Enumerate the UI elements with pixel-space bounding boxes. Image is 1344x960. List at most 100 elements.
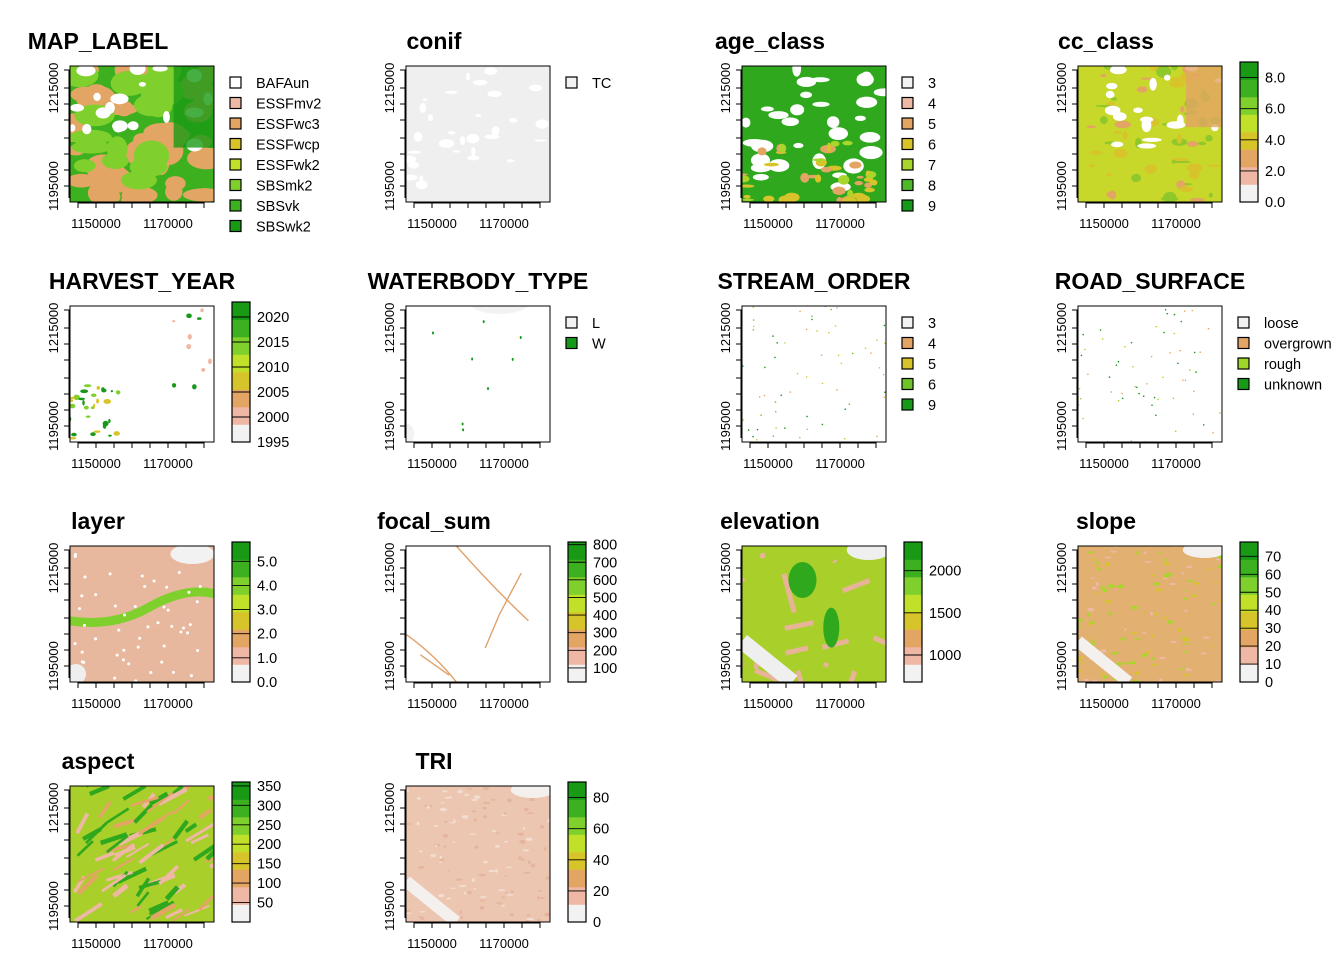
legend-label: 3 <box>928 316 936 332</box>
map-frame <box>405 785 551 923</box>
colorbar-segment <box>232 629 250 648</box>
colorbar-tick-label: 0.0 <box>257 675 277 691</box>
colorbar-frame <box>567 541 587 683</box>
x-tick-label: 1150000 <box>743 216 793 231</box>
legend: loose overgrown rough unknown <box>1237 316 1332 394</box>
legend-label: 9 <box>928 398 936 414</box>
colorbar-segment <box>904 559 922 578</box>
legend: LW <box>565 316 606 353</box>
legend-swatch <box>901 158 914 171</box>
colorbar-segment <box>1240 559 1258 578</box>
colorbar-tick-label: 20 <box>1265 639 1281 655</box>
map-frame <box>741 305 887 443</box>
y-tick-label: 1195000 <box>1054 161 1069 211</box>
colorbar-segment <box>1240 149 1258 168</box>
colorbar-segment <box>232 852 250 870</box>
x-tick-label: 1170000 <box>1151 696 1201 711</box>
panel-title: TRI <box>415 748 453 774</box>
legend-label: ESSFwk2 <box>256 158 320 174</box>
panel-title: HARVEST_YEAR <box>48 268 236 294</box>
panel-title: age_class <box>715 28 825 54</box>
y-tick-label: 1195000 <box>382 161 397 211</box>
colorbar-segment <box>904 542 922 560</box>
map-panel-waterbody-type: WATERBODY_TYPE 1150000 1170000 1215000 11950… <box>336 240 672 480</box>
map-frame <box>741 65 887 203</box>
colorbar-segment <box>232 337 250 355</box>
colorbar-tick-label: 800 <box>593 538 617 554</box>
x-tick-label: 1150000 <box>743 696 793 711</box>
map-panel-age-class: age_class 1150000 1170000 1215000 1195000 3 4 5… <box>672 0 1008 240</box>
colorbar-segment <box>232 612 250 630</box>
colorbar-segment <box>1240 114 1258 133</box>
colorbar-segment <box>1240 542 1258 560</box>
legend-swatch <box>1237 377 1250 391</box>
colorbar-tick-label: 40 <box>593 853 609 869</box>
colorbar-segment <box>1240 612 1258 630</box>
colorbar-segment <box>232 407 250 425</box>
x-tick-label: 1170000 <box>479 456 529 471</box>
legend: TC <box>565 76 611 92</box>
panel-title: focal_sum <box>377 508 491 534</box>
colorbar-segment <box>232 799 250 818</box>
map-plot: 1150000 1170000 1215000 1195000 1995 2000 2005… <box>46 301 289 471</box>
x-tick-label: 1170000 <box>815 456 865 471</box>
legend-label: 9 <box>928 199 936 215</box>
colorbar-segment <box>232 577 250 595</box>
y-tick-label: 1195000 <box>46 401 61 451</box>
legend: 1000 1500 2000 <box>903 541 961 683</box>
map-panel-slope: slope 1150000 1170000 1215000 1195000 0 10 20 30… <box>1008 480 1344 720</box>
raster-image <box>406 546 550 682</box>
colorbar-segment <box>568 612 586 630</box>
legend-swatch <box>901 96 914 110</box>
legend-label: 7 <box>928 158 936 174</box>
y-tick-label: 1215000 <box>46 543 61 594</box>
x-tick-label: 1170000 <box>143 216 193 231</box>
colorbar-tick-label: 600 <box>593 573 617 589</box>
colorbar-tick-label: 250 <box>257 818 281 834</box>
colorbar-tick-label: 2.0 <box>1265 164 1285 180</box>
map-frame <box>405 305 551 443</box>
panel-title: layer <box>71 508 125 534</box>
legend-label: 6 <box>928 138 936 154</box>
colorbar-tick-label: 300 <box>593 626 617 642</box>
map-panel-map-label: MAP_LABEL 1150000 1170000 1215000 1195000 BAF… <box>0 0 336 240</box>
y-tick-label: 1215000 <box>382 543 397 594</box>
legend-label: 4 <box>928 97 936 113</box>
map-panel-layer: layer 1150000 1170000 1215000 1195000 0.0 1.0 2… <box>0 480 336 720</box>
colorbar-tick-label: 2000 <box>257 410 289 426</box>
map-frame <box>69 785 215 923</box>
colorbar-segment <box>904 647 922 665</box>
colorbar-segment <box>568 869 586 888</box>
raster-image <box>1078 306 1222 442</box>
map-panel-harvest-year: HARVEST_YEAR 1150000 1170000 1215000 1195000… <box>0 240 336 480</box>
colorbar-segment <box>232 372 250 390</box>
colorbar-segment <box>568 647 586 665</box>
legend-label: ESSFwc3 <box>256 117 320 133</box>
colorbar-tick-label: 70 <box>1265 549 1281 565</box>
legend: BAFAun ESSFmv2 ESSFwc3 ESSFwcp ESSFwk2 SBSmk2… <box>229 76 321 236</box>
raster-image <box>70 786 214 922</box>
colorbar-segment <box>232 594 250 613</box>
legend: 0.0 1.0 2.0 3.0 4.0 5.0 <box>231 541 277 691</box>
raster-image <box>1078 546 1222 682</box>
y-tick-label: 1215000 <box>382 783 397 834</box>
map-plot: 1150000 1170000 1215000 1195000 loose overgro… <box>1054 303 1332 471</box>
x-tick-label: 1150000 <box>407 456 457 471</box>
legend-swatch <box>229 117 242 130</box>
colorbar-segment <box>232 869 250 888</box>
x-tick-label: 1170000 <box>143 696 193 711</box>
colorbar-segment <box>232 817 250 835</box>
legend-swatch <box>901 336 914 350</box>
map-frame <box>1077 545 1223 683</box>
x-tick-label: 1150000 <box>71 216 121 231</box>
legend: 0 20 40 60 80 <box>567 781 609 931</box>
map-panel-elevation: elevation 1150000 1170000 1215000 1195000 100… <box>672 480 1008 720</box>
colorbar-segment <box>232 834 250 853</box>
colorbar-tick-label: 2010 <box>257 360 289 376</box>
y-tick-label: 1195000 <box>718 161 733 211</box>
y-tick-label: 1215000 <box>46 303 61 354</box>
x-tick-label: 1170000 <box>815 216 865 231</box>
legend-label: 3 <box>928 76 936 92</box>
y-tick-label: 1215000 <box>1054 303 1069 354</box>
